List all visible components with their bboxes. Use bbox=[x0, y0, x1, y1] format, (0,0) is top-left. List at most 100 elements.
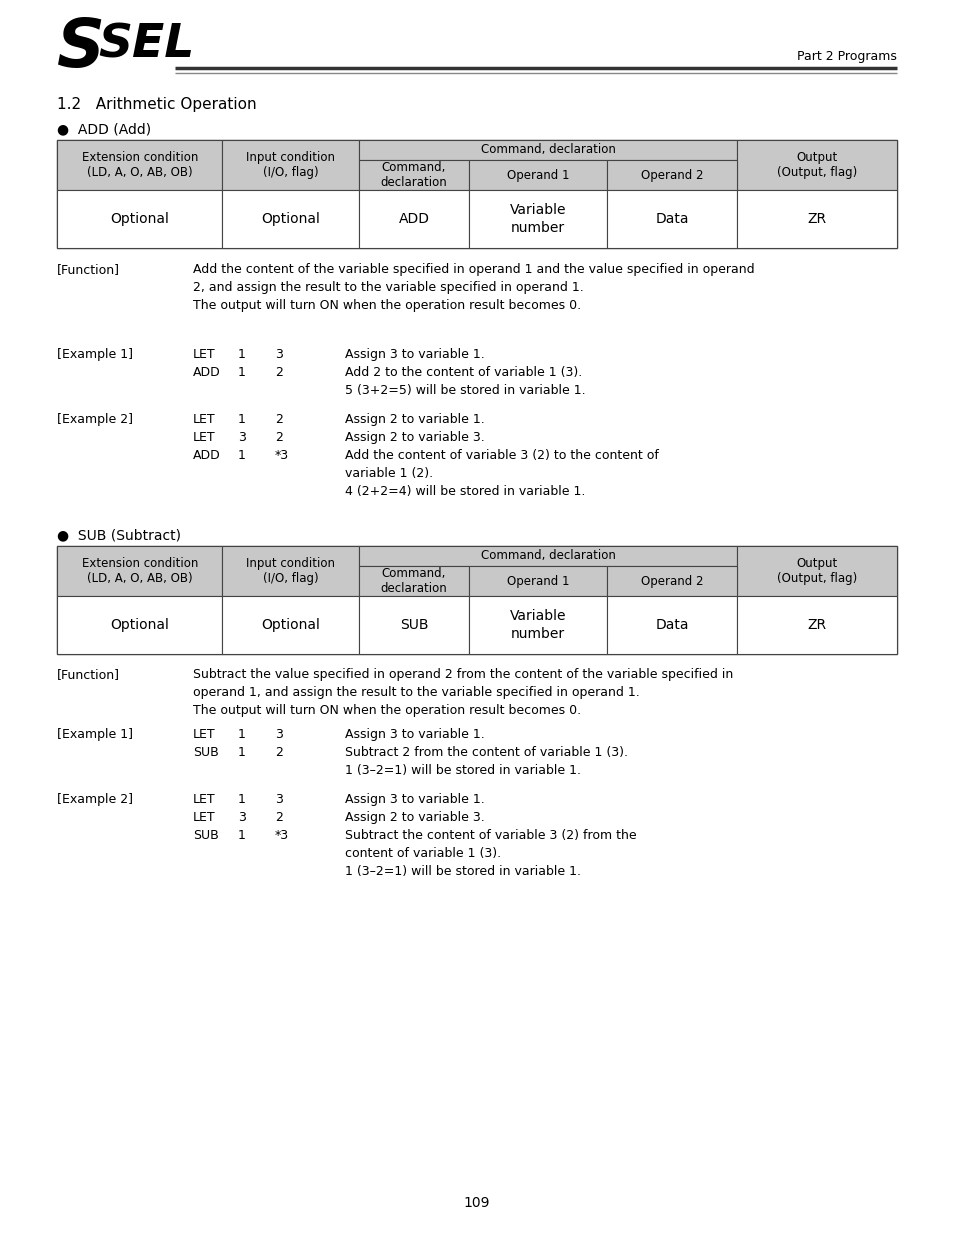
Text: ADD: ADD bbox=[398, 212, 429, 226]
Bar bbox=[359, 566, 468, 597]
Bar bbox=[468, 597, 606, 655]
Text: variable 1 (2).: variable 1 (2). bbox=[345, 467, 433, 480]
Text: 1: 1 bbox=[237, 793, 246, 806]
Bar bbox=[57, 190, 222, 248]
Text: S: S bbox=[57, 15, 105, 82]
Text: 2: 2 bbox=[274, 811, 283, 824]
Text: ADD: ADD bbox=[193, 366, 220, 379]
Text: Command, declaration: Command, declaration bbox=[480, 143, 616, 157]
Text: *3: *3 bbox=[274, 450, 289, 462]
Text: 3: 3 bbox=[237, 811, 246, 824]
Bar bbox=[222, 190, 359, 248]
Text: Extension condition
(LD, A, O, AB, OB): Extension condition (LD, A, O, AB, OB) bbox=[81, 151, 197, 179]
Bar bbox=[606, 190, 737, 248]
Text: Subtract the content of variable 3 (2) from the: Subtract the content of variable 3 (2) f… bbox=[345, 829, 636, 842]
Text: Operand 2: Operand 2 bbox=[640, 574, 702, 588]
Text: [Example 1]: [Example 1] bbox=[57, 727, 132, 741]
Text: 1: 1 bbox=[237, 450, 246, 462]
Bar bbox=[222, 597, 359, 655]
Text: *3: *3 bbox=[274, 829, 289, 842]
Text: 2: 2 bbox=[274, 746, 283, 760]
Bar bbox=[359, 546, 737, 566]
Text: SEL: SEL bbox=[98, 22, 194, 67]
Bar bbox=[57, 140, 222, 190]
Bar bbox=[737, 140, 896, 190]
Text: ●  ADD (Add): ● ADD (Add) bbox=[57, 122, 151, 136]
Text: LET: LET bbox=[193, 811, 215, 824]
Text: ●  SUB (Subtract): ● SUB (Subtract) bbox=[57, 529, 181, 542]
Text: Add the content of variable 3 (2) to the content of: Add the content of variable 3 (2) to the… bbox=[345, 450, 659, 462]
Text: Command,
declaration: Command, declaration bbox=[380, 161, 447, 189]
Text: LET: LET bbox=[193, 412, 215, 426]
Text: 2: 2 bbox=[274, 366, 283, 379]
Text: Operand 2: Operand 2 bbox=[640, 168, 702, 182]
Text: 1 (3–2=1) will be stored in variable 1.: 1 (3–2=1) will be stored in variable 1. bbox=[345, 864, 580, 878]
Text: LET: LET bbox=[193, 348, 215, 361]
Bar bbox=[359, 140, 737, 161]
Bar bbox=[737, 190, 896, 248]
Text: Operand 1: Operand 1 bbox=[506, 168, 569, 182]
Text: 1.2   Arithmetic Operation: 1.2 Arithmetic Operation bbox=[57, 98, 256, 112]
Text: 1: 1 bbox=[237, 727, 246, 741]
Text: Data: Data bbox=[655, 618, 688, 632]
Text: [Function]: [Function] bbox=[57, 263, 120, 275]
Text: Add the content of the variable specified in operand 1 and the value specified i: Add the content of the variable specifie… bbox=[193, 263, 754, 312]
Text: [Example 2]: [Example 2] bbox=[57, 412, 132, 426]
Text: 1: 1 bbox=[237, 412, 246, 426]
Bar bbox=[222, 546, 359, 597]
Text: Extension condition
(LD, A, O, AB, OB): Extension condition (LD, A, O, AB, OB) bbox=[81, 557, 197, 585]
Text: 2: 2 bbox=[274, 412, 283, 426]
Text: LET: LET bbox=[193, 431, 215, 445]
Text: [Example 2]: [Example 2] bbox=[57, 793, 132, 806]
Text: 3: 3 bbox=[274, 793, 283, 806]
Text: LET: LET bbox=[193, 793, 215, 806]
Bar bbox=[606, 597, 737, 655]
Text: 1 (3–2=1) will be stored in variable 1.: 1 (3–2=1) will be stored in variable 1. bbox=[345, 764, 580, 777]
Text: Input condition
(I/O, flag): Input condition (I/O, flag) bbox=[246, 557, 335, 585]
Text: 5 (3+2=5) will be stored in variable 1.: 5 (3+2=5) will be stored in variable 1. bbox=[345, 384, 585, 396]
Text: 1: 1 bbox=[237, 746, 246, 760]
Text: Assign 2 to variable 1.: Assign 2 to variable 1. bbox=[345, 412, 484, 426]
Text: Command, declaration: Command, declaration bbox=[480, 550, 616, 562]
Bar bbox=[606, 161, 737, 190]
Text: ZR: ZR bbox=[807, 212, 826, 226]
Text: Output
(Output, flag): Output (Output, flag) bbox=[777, 151, 857, 179]
Text: content of variable 1 (3).: content of variable 1 (3). bbox=[345, 847, 500, 860]
Text: 3: 3 bbox=[274, 727, 283, 741]
Text: 3: 3 bbox=[237, 431, 246, 445]
Text: Assign 3 to variable 1.: Assign 3 to variable 1. bbox=[345, 727, 484, 741]
Text: Optional: Optional bbox=[111, 618, 169, 632]
Text: Command,
declaration: Command, declaration bbox=[380, 567, 447, 595]
Text: SUB: SUB bbox=[193, 746, 218, 760]
Text: Output
(Output, flag): Output (Output, flag) bbox=[777, 557, 857, 585]
Text: 3: 3 bbox=[274, 348, 283, 361]
Bar bbox=[468, 161, 606, 190]
Text: Subtract the value specified in operand 2 from the content of the variable speci: Subtract the value specified in operand … bbox=[193, 668, 733, 718]
Text: LET: LET bbox=[193, 727, 215, 741]
Text: 1: 1 bbox=[237, 829, 246, 842]
Text: Data: Data bbox=[655, 212, 688, 226]
Bar bbox=[57, 140, 896, 248]
Text: [Function]: [Function] bbox=[57, 668, 120, 680]
Bar bbox=[737, 546, 896, 597]
Text: Input condition
(I/O, flag): Input condition (I/O, flag) bbox=[246, 151, 335, 179]
Text: Part 2 Programs: Part 2 Programs bbox=[797, 49, 896, 63]
Text: SUB: SUB bbox=[193, 829, 218, 842]
Bar bbox=[222, 140, 359, 190]
Text: Subtract 2 from the content of variable 1 (3).: Subtract 2 from the content of variable … bbox=[345, 746, 627, 760]
Text: Assign 3 to variable 1.: Assign 3 to variable 1. bbox=[345, 348, 484, 361]
Text: 109: 109 bbox=[463, 1195, 490, 1210]
Text: [Example 1]: [Example 1] bbox=[57, 348, 132, 361]
Text: 2: 2 bbox=[274, 431, 283, 445]
Text: 4 (2+2=4) will be stored in variable 1.: 4 (2+2=4) will be stored in variable 1. bbox=[345, 485, 585, 498]
Text: Optional: Optional bbox=[261, 618, 320, 632]
Bar bbox=[468, 190, 606, 248]
Bar bbox=[57, 546, 896, 655]
Text: Assign 2 to variable 3.: Assign 2 to variable 3. bbox=[345, 431, 484, 445]
Text: Variable
number: Variable number bbox=[509, 609, 565, 641]
Bar bbox=[57, 597, 222, 655]
Text: Assign 3 to variable 1.: Assign 3 to variable 1. bbox=[345, 793, 484, 806]
Text: ZR: ZR bbox=[807, 618, 826, 632]
Text: Optional: Optional bbox=[111, 212, 169, 226]
Bar bbox=[57, 546, 222, 597]
